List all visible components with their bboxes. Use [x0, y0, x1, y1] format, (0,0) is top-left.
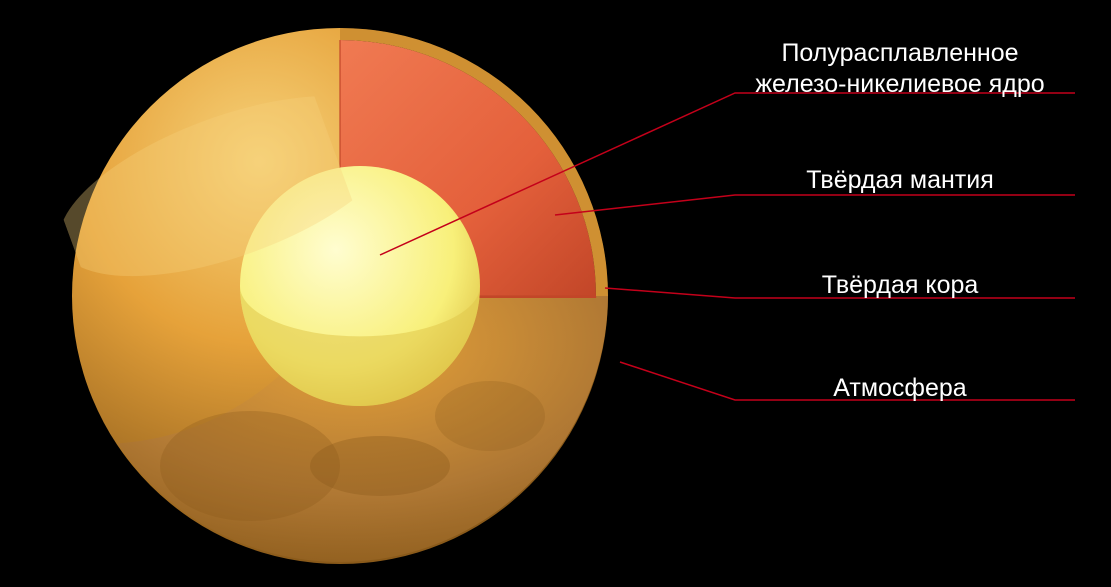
label-atmosphere: Атмосфера	[740, 373, 1060, 404]
label-crust: Твёрдая кора	[740, 270, 1060, 301]
label-core: Полурасплавленное железо-никелиевое ядро	[740, 38, 1060, 101]
label-mantle: Твёрдая мантия	[740, 165, 1060, 196]
leader-line-mantle	[555, 195, 1075, 215]
diagram-stage: Полурасплавленное железо-никелиевое ядро…	[0, 0, 1111, 587]
